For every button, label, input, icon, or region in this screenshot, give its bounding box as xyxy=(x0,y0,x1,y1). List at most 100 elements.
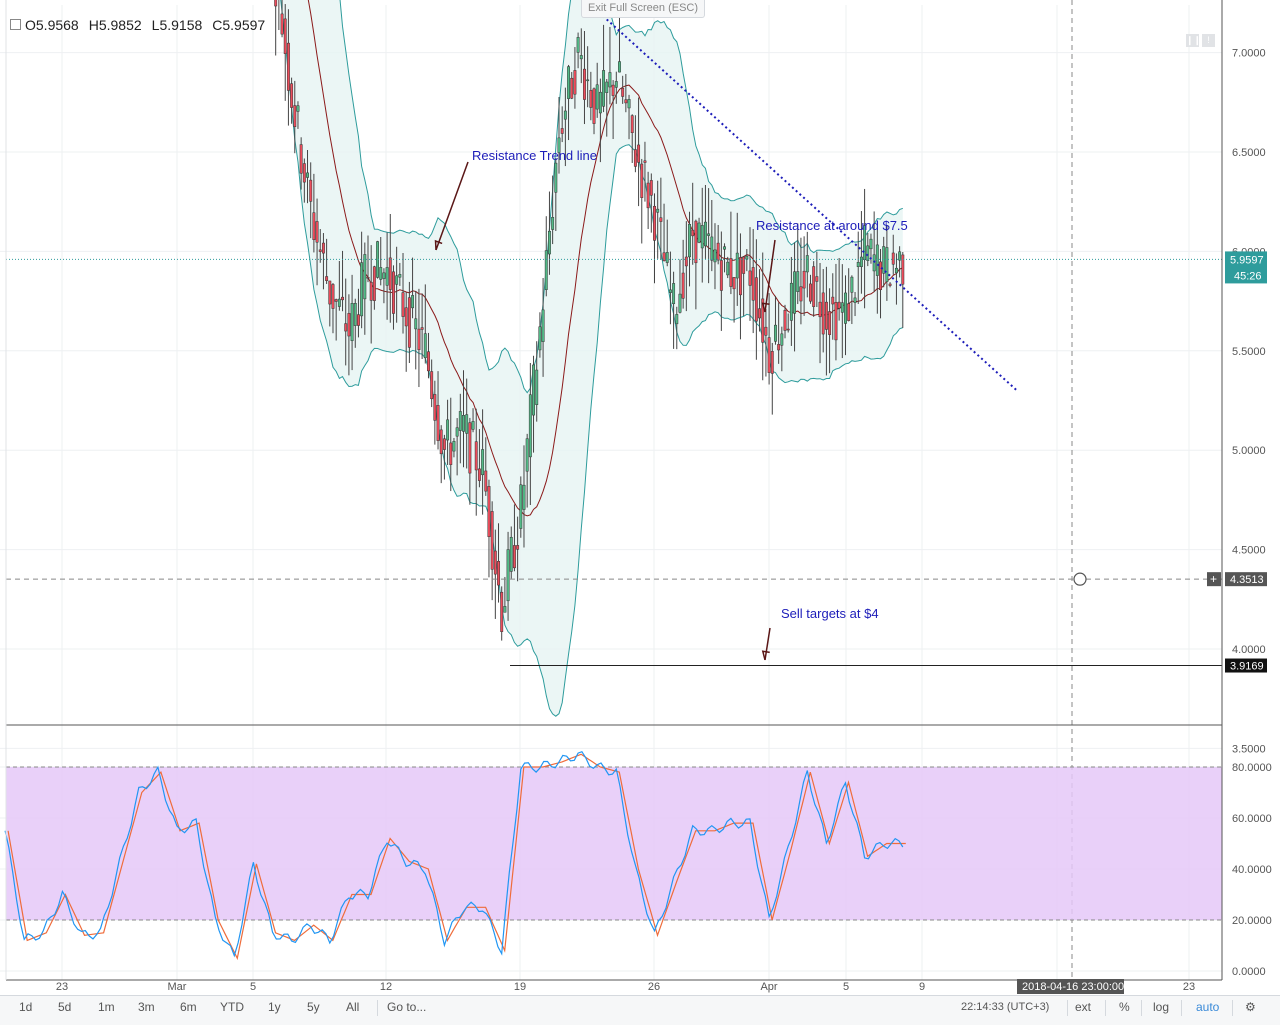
candle-body xyxy=(579,55,583,60)
candle-body xyxy=(783,309,787,331)
candle-body xyxy=(544,250,548,290)
high-value: H5.9852 xyxy=(88,17,142,33)
candle-body xyxy=(633,149,637,167)
candle-body xyxy=(713,249,717,263)
targets-annotation: Sell targets at $4 xyxy=(781,606,879,621)
candle-body xyxy=(583,68,586,100)
candle-body xyxy=(758,308,761,319)
resistance-arrow xyxy=(764,239,776,313)
candle-body xyxy=(898,251,902,261)
candle-body xyxy=(627,99,631,109)
candle-body xyxy=(325,276,329,281)
candle-body xyxy=(525,438,529,472)
range-button-ytd[interactable]: YTD xyxy=(220,1000,244,1014)
candle-body xyxy=(573,70,577,95)
percent-button[interactable]: % xyxy=(1119,1000,1130,1014)
range-button-3m[interactable]: 3m xyxy=(138,1000,155,1014)
range-button-1m[interactable]: 1m xyxy=(98,1000,115,1014)
candle-body xyxy=(462,415,465,432)
candle-body xyxy=(477,468,481,481)
candle-body xyxy=(586,79,590,82)
range-button-5y[interactable]: 5y xyxy=(307,1000,320,1014)
candle-body xyxy=(777,344,781,351)
add-level-icon: + xyxy=(1210,572,1217,586)
candle-body xyxy=(643,160,647,163)
candle-body xyxy=(446,419,450,441)
candle-body xyxy=(334,299,338,302)
candle-body xyxy=(764,326,768,336)
candle-body xyxy=(646,182,650,209)
candle-body xyxy=(761,298,765,343)
candle-body xyxy=(732,277,736,290)
candle-body xyxy=(347,313,351,337)
range-button-1d[interactable]: 1d xyxy=(19,1000,33,1014)
price-tick-label: 7.0000 xyxy=(1232,48,1266,60)
log-button[interactable]: log xyxy=(1153,1000,1170,1014)
auto-button[interactable]: auto xyxy=(1196,1000,1220,1014)
candle-body xyxy=(605,81,609,93)
candle-body xyxy=(302,163,306,183)
time-tick-label: 5 xyxy=(250,981,256,993)
goto-button[interactable]: Go to... xyxy=(387,1000,427,1014)
candle-body xyxy=(888,283,892,286)
candle-body xyxy=(621,87,625,97)
candle-body xyxy=(885,247,889,282)
time-tick-label: Mar xyxy=(168,981,187,993)
toolbar-separator xyxy=(1105,1000,1106,1016)
range-button-6m[interactable]: 6m xyxy=(180,1000,197,1014)
candle-body xyxy=(528,394,532,458)
candle-body xyxy=(821,292,825,335)
ext-button[interactable]: ext xyxy=(1075,1000,1092,1014)
time-tick-label: 12 xyxy=(380,981,392,993)
support-price-label-bg xyxy=(1225,658,1267,673)
candle-body xyxy=(484,470,488,492)
candle-body xyxy=(611,84,615,96)
candle-body xyxy=(831,296,835,305)
price-tick-label: 5.5000 xyxy=(1232,346,1266,358)
chart-annotations: Resistance Trend line Resistance at arou… xyxy=(472,148,908,621)
candle-body xyxy=(554,162,558,193)
crosshair-price-label-bg xyxy=(1225,572,1267,587)
candle-body xyxy=(793,271,797,314)
collapse-icon[interactable] xyxy=(10,19,21,30)
price-chart[interactable]: 10.00009.50009.00008.50008.00007.50007.0… xyxy=(0,0,1280,995)
candle-body xyxy=(675,314,679,325)
range-button-1y[interactable]: 1y xyxy=(268,1000,281,1014)
candle-body xyxy=(286,42,290,91)
candle-body xyxy=(668,289,672,293)
candle-body xyxy=(481,449,485,476)
settings-gear-icon[interactable]: ⚙ xyxy=(1245,1000,1256,1014)
candle-body xyxy=(274,0,278,7)
candle-body xyxy=(697,222,701,243)
exit-fullscreen-button[interactable]: Exit Full Screen (ESC) xyxy=(581,0,705,18)
range-button-all[interactable]: All xyxy=(346,1000,360,1014)
candle-body xyxy=(805,255,809,273)
candle-body xyxy=(401,292,405,317)
stoch-k-line xyxy=(4,750,904,958)
price-tick-label: 3.5000 xyxy=(1232,743,1266,755)
candle-body xyxy=(719,260,723,291)
band-upper-line xyxy=(339,0,903,394)
candle-body xyxy=(560,128,564,134)
time-tick-label: 9 xyxy=(919,981,925,993)
pause-icon[interactable]: ❙❙ xyxy=(1186,34,1202,47)
stochastic-indicator xyxy=(4,750,1222,961)
close-value: C5.9597 xyxy=(212,17,266,33)
resistance-trendline xyxy=(583,0,1018,392)
candle-body xyxy=(414,318,418,330)
candle-body xyxy=(427,351,430,372)
candle-body xyxy=(879,261,882,290)
candle-body xyxy=(780,333,784,346)
candle-body xyxy=(506,549,510,602)
candle-body xyxy=(853,297,857,303)
candle-body xyxy=(882,246,886,274)
candle-body xyxy=(388,257,392,290)
candle-body xyxy=(726,261,730,276)
range-button-5d[interactable]: 5d xyxy=(58,1000,72,1014)
candle-body xyxy=(468,422,472,474)
candle-body xyxy=(735,252,739,279)
info-icon[interactable]: ! xyxy=(1202,34,1215,47)
stoch-tick-label: 0.0000 xyxy=(1232,966,1266,978)
candle-body xyxy=(592,88,596,124)
candle-body xyxy=(439,429,443,455)
